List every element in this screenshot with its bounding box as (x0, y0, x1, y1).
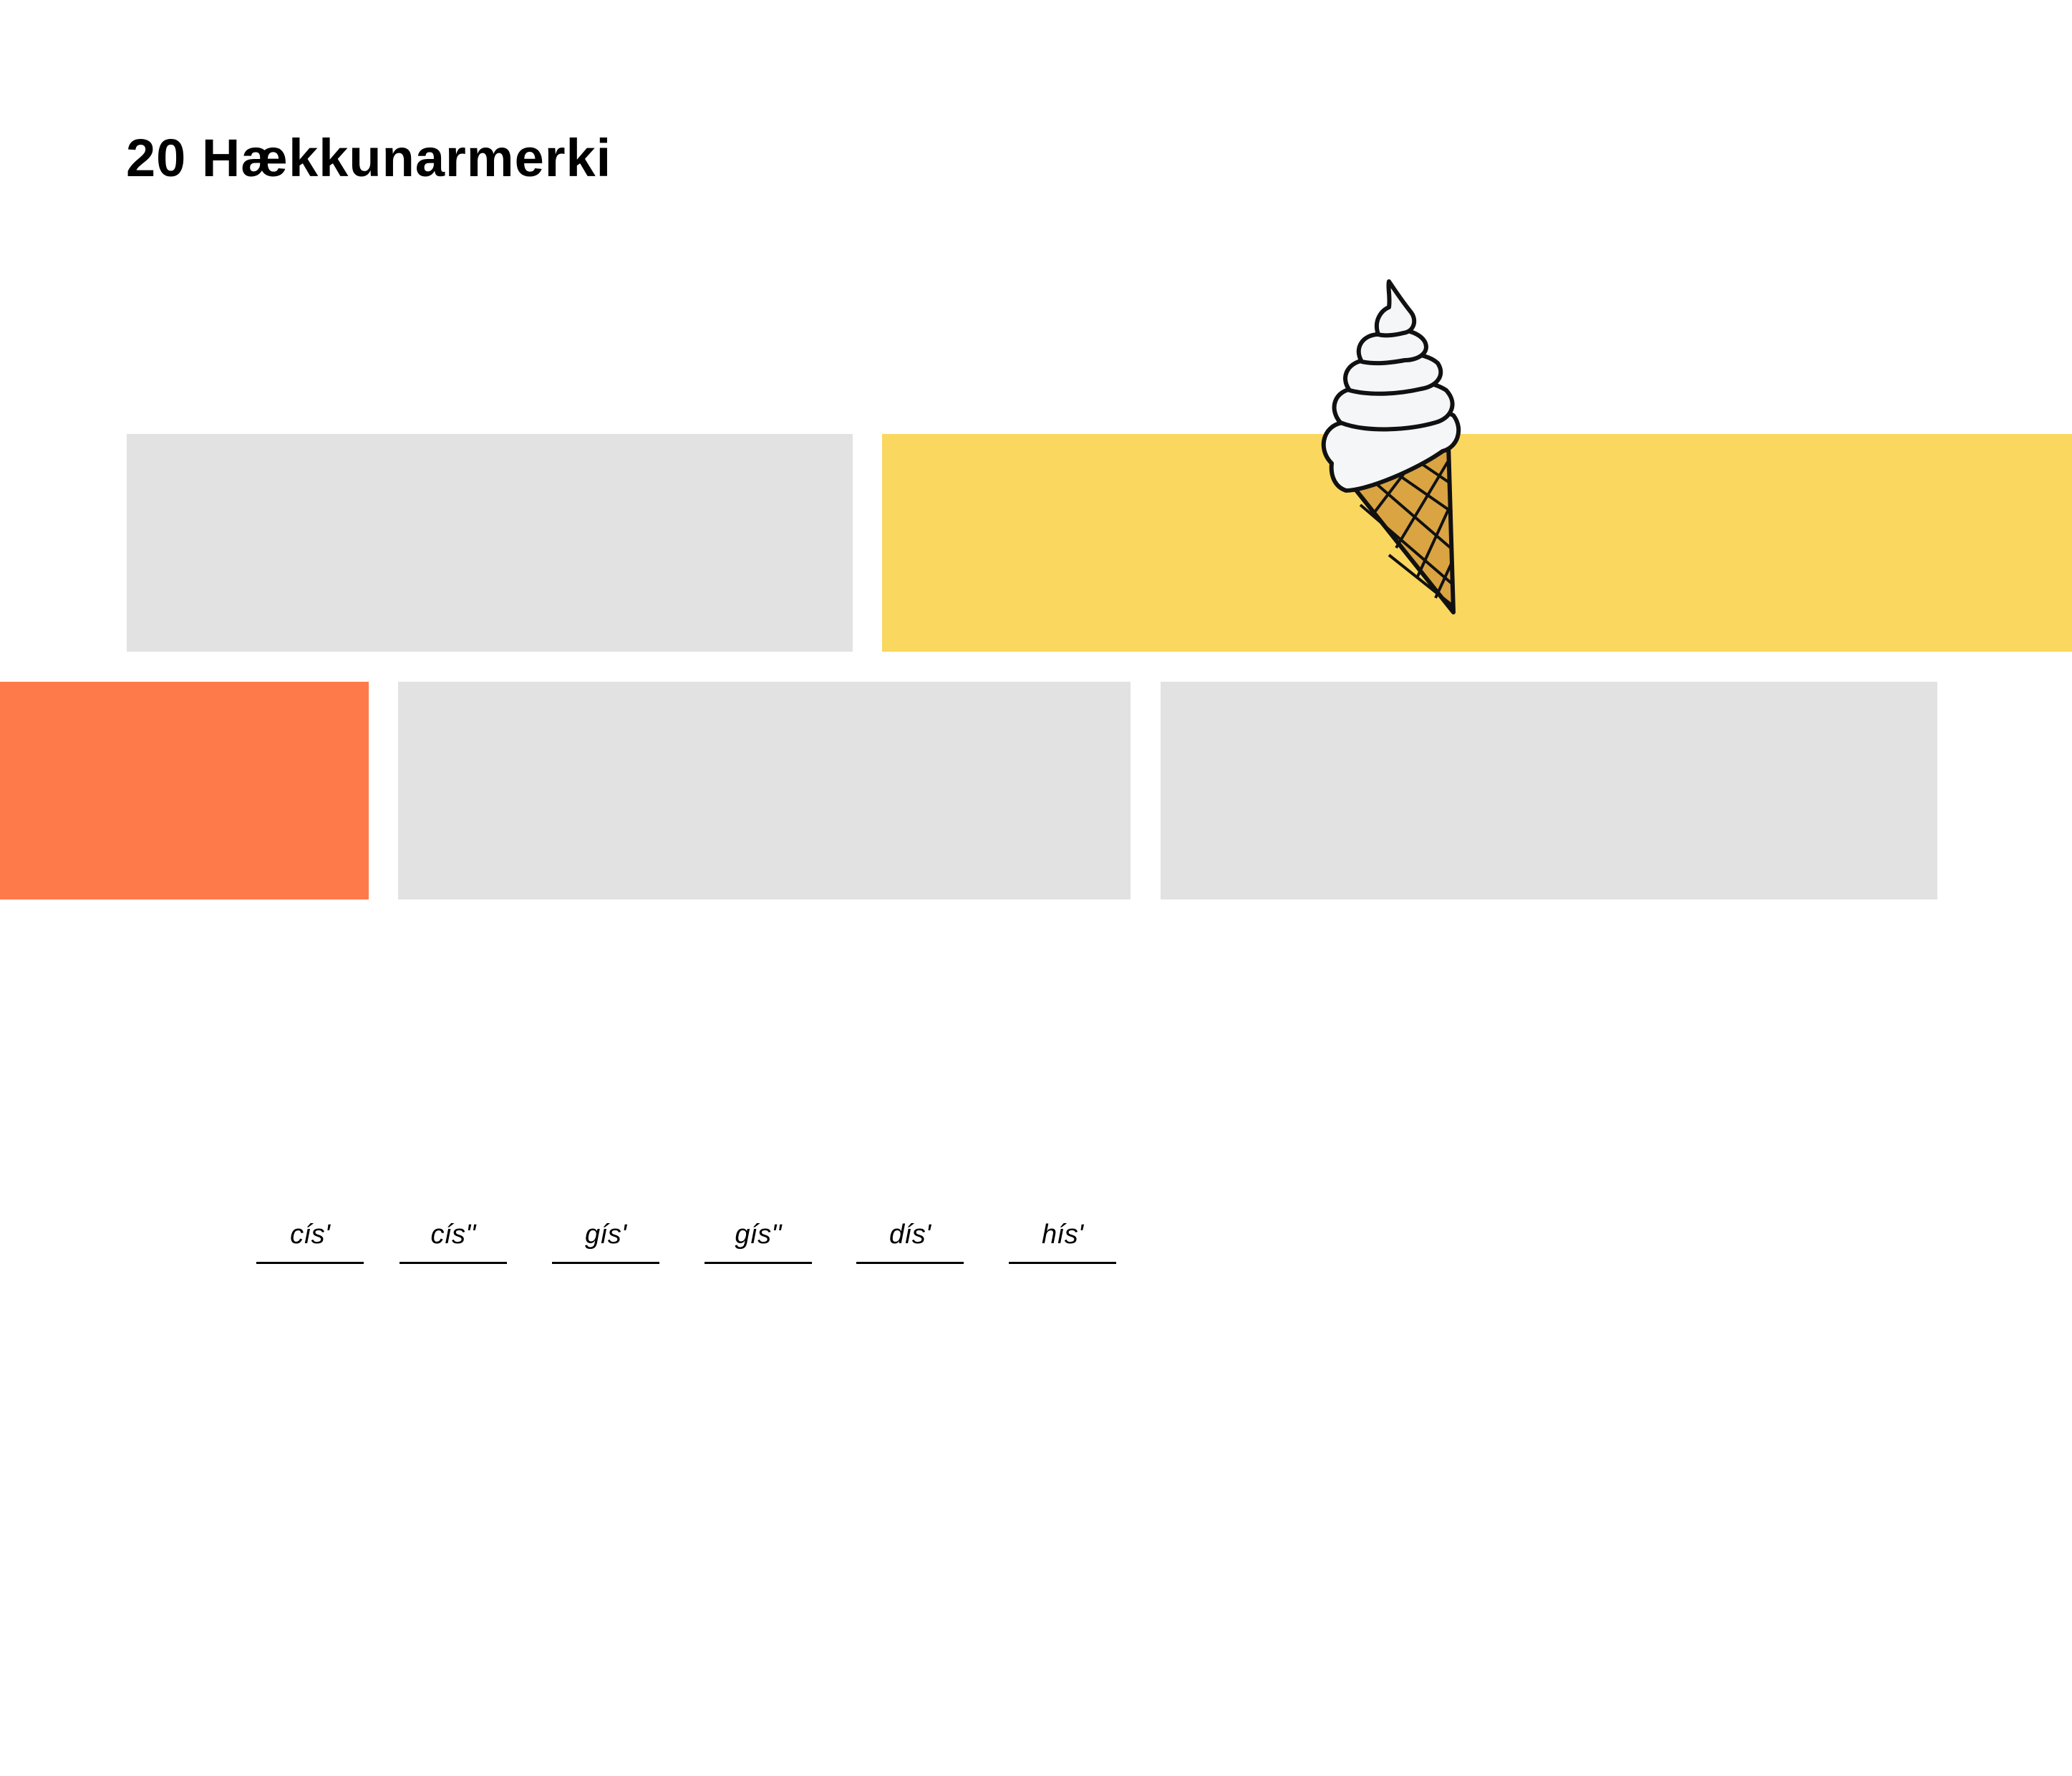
answer-label: dís' (889, 1220, 931, 1250)
answer-blank-cis2: cís'' (400, 1217, 507, 1264)
gray-block-bottom-right (1161, 682, 1937, 899)
answer-blank-gis2: gís'' (705, 1217, 812, 1264)
page-title: 20 Hækkunarmerki (126, 128, 612, 188)
answer-blank-dis1: dís' (856, 1217, 964, 1264)
yellow-block-top-right (882, 434, 2072, 652)
answer-label: cís'' (430, 1220, 476, 1250)
orange-block-bottom-left (0, 682, 369, 899)
answer-blank-cis1: cís' (256, 1217, 364, 1264)
gray-block-top-left (127, 434, 853, 652)
answer-blank-gis1: gís' (552, 1217, 659, 1264)
answer-blank-his1: hís' (1009, 1217, 1116, 1264)
answer-label: gís' (585, 1220, 626, 1250)
answer-label: hís' (1042, 1220, 1083, 1250)
gray-block-bottom-middle (398, 682, 1131, 899)
answer-label: gís'' (735, 1220, 782, 1250)
ice-cream-cone-icon (1321, 279, 1461, 614)
answer-label: cís' (290, 1220, 330, 1250)
